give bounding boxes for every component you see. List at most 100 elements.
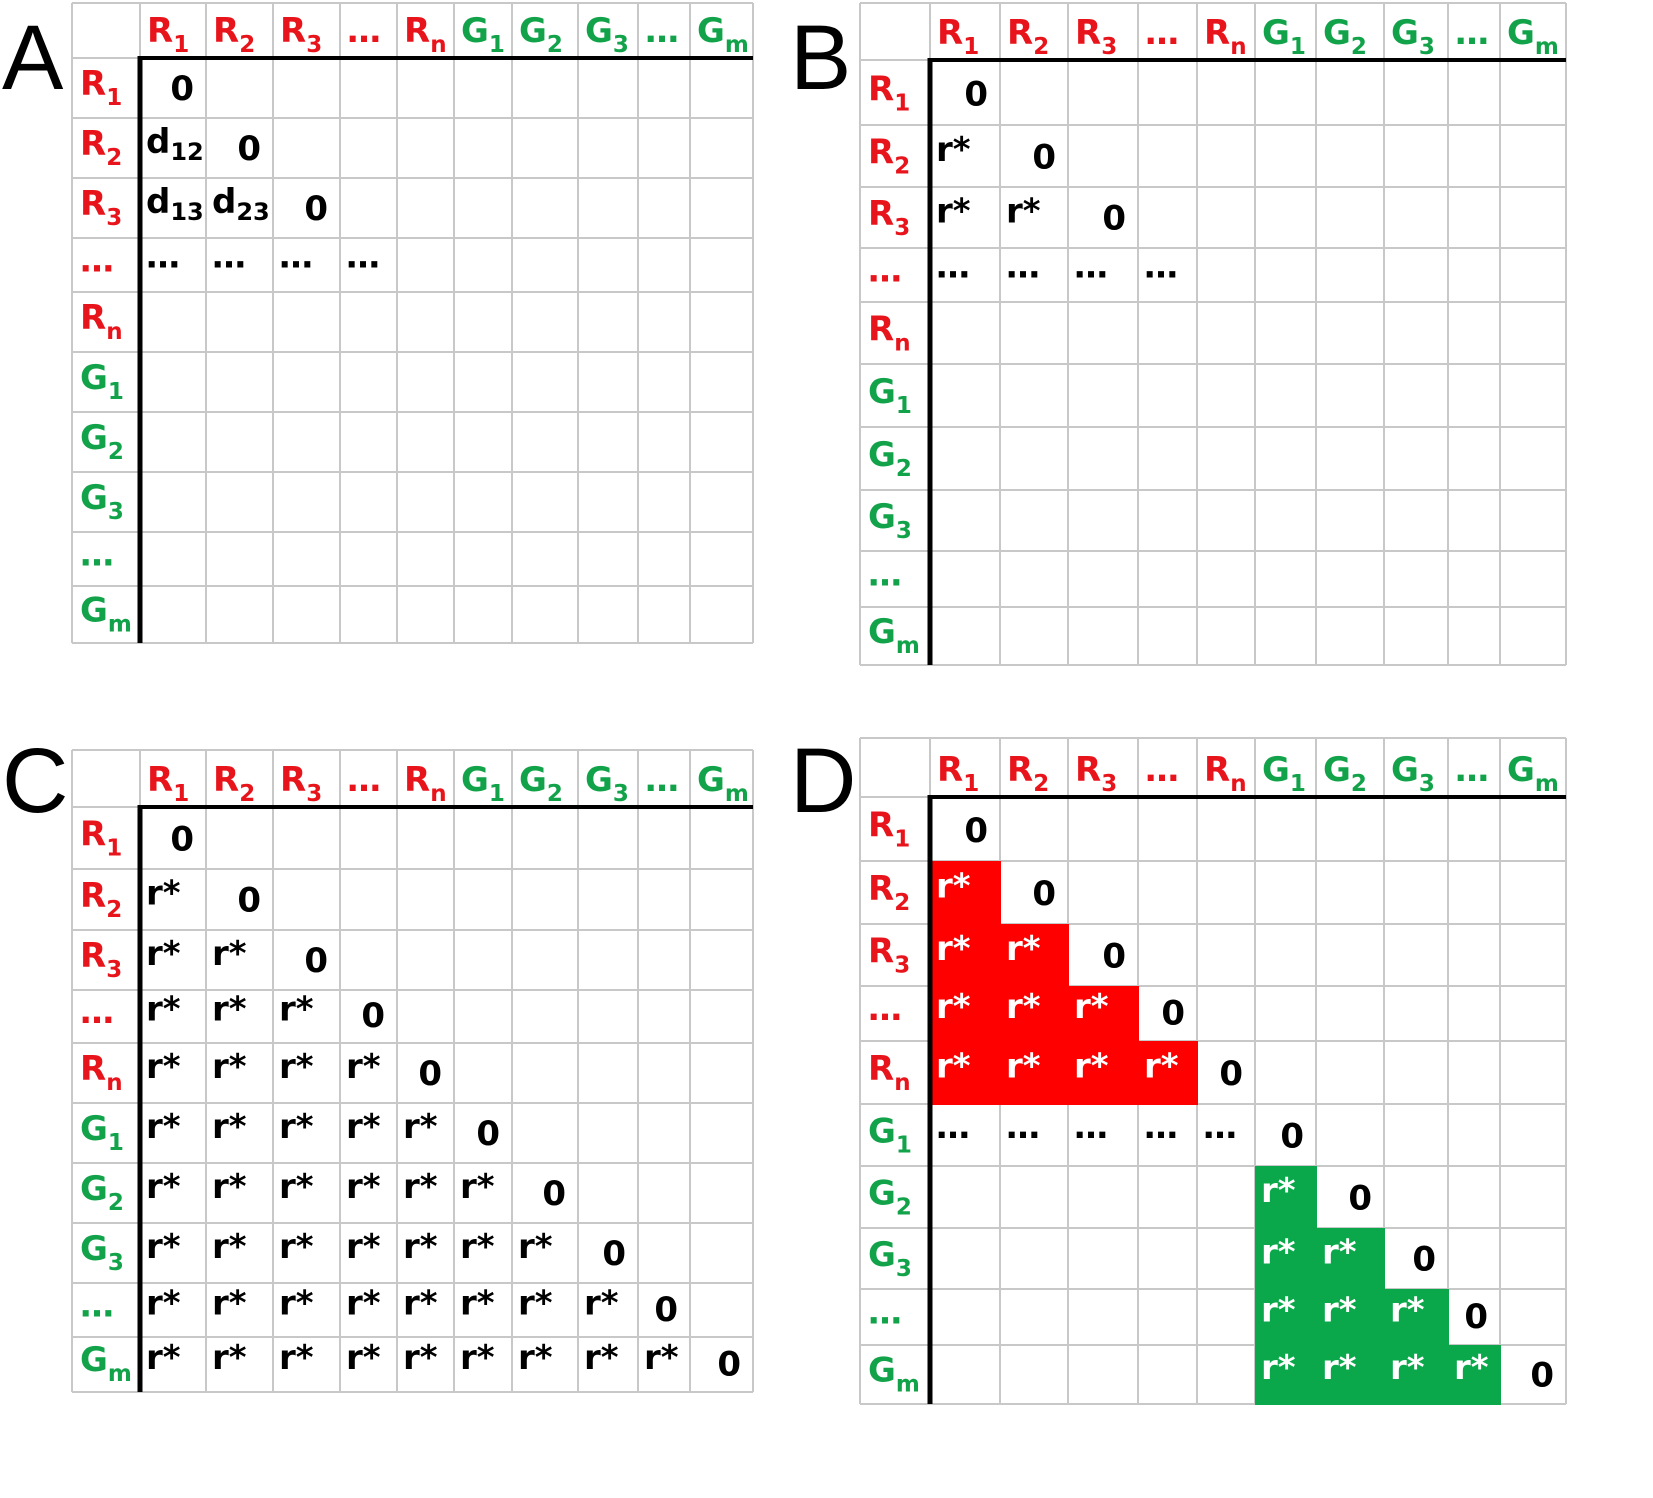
cell-value: r* — [403, 1107, 438, 1147]
cell-ellipsis: … — [1144, 247, 1178, 287]
col-label-7: G3 — [585, 11, 629, 58]
col-label-5: G1 — [1262, 750, 1306, 797]
diag-zero: 0 — [418, 1054, 442, 1094]
cell-value: r* — [1006, 929, 1041, 969]
cell-ellipsis: … — [1006, 1107, 1040, 1147]
cell-ellipsis: … — [936, 1107, 970, 1147]
cell-value: r* — [1074, 987, 1109, 1027]
cell-value: r* — [1074, 1047, 1109, 1087]
cell-value: r* — [279, 1047, 314, 1087]
cell-value: r* — [403, 1283, 438, 1323]
diag-zero: 0 — [237, 129, 261, 169]
diag-zero: 0 — [602, 1234, 626, 1274]
diag-zero: 0 — [170, 69, 194, 109]
cell-ellipsis: … — [146, 237, 180, 277]
col-label-4: Rn — [404, 760, 447, 807]
cell-value: r* — [518, 1283, 553, 1323]
row-label-3: … — [80, 992, 114, 1032]
row-label-7: G3 — [868, 1235, 912, 1282]
col-label-0: R1 — [147, 760, 189, 807]
filled-cell-top — [1255, 1166, 1317, 1229]
filled-cell-top — [1316, 1345, 1385, 1405]
cell-value: r* — [584, 1338, 619, 1378]
panel-label-d: D — [790, 730, 857, 832]
cell-value: r* — [346, 1047, 381, 1087]
diag-zero: 0 — [237, 881, 261, 921]
row-label-2: R3 — [80, 184, 122, 231]
row-label-9: Gm — [868, 1351, 920, 1398]
diag-zero: 0 — [542, 1174, 566, 1214]
cell-value: r* — [1261, 1171, 1296, 1211]
cell-ellipsis: … — [212, 237, 246, 277]
cell-ellipsis: … — [1074, 247, 1108, 287]
col-label-2: R3 — [280, 11, 322, 58]
row-label-4: Rn — [868, 1049, 911, 1096]
cell-value: r* — [146, 1338, 181, 1378]
cell-value: r* — [518, 1338, 553, 1378]
cell-value: r* — [1390, 1348, 1425, 1388]
cell-value: r* — [346, 1107, 381, 1147]
filled-cell-top — [930, 861, 1001, 925]
cell-value: r* — [460, 1338, 495, 1378]
cell-value: r* — [403, 1338, 438, 1378]
cell-value: r* — [1006, 1047, 1041, 1087]
row-label-9: Gm — [80, 1340, 132, 1387]
cell-ellipsis: … — [1144, 1107, 1178, 1147]
filled-cell-top — [1255, 1228, 1317, 1290]
cell-value: r* — [1006, 987, 1041, 1027]
col-label-8: … — [1455, 13, 1489, 53]
col-label-0: R1 — [147, 11, 189, 58]
filled-cell-top — [1138, 1041, 1198, 1105]
row-label-4: Rn — [80, 1049, 123, 1096]
row-label-7: G3 — [80, 1229, 124, 1276]
col-label-2: R3 — [1075, 750, 1117, 797]
col-label-8: … — [645, 11, 679, 51]
cell-value: r* — [644, 1338, 679, 1378]
filled-cell-top — [1316, 1228, 1385, 1290]
panel-label-b: B — [790, 7, 852, 109]
cell-value: r* — [460, 1167, 495, 1207]
cell-value: r* — [279, 1167, 314, 1207]
row-label-3: … — [868, 989, 902, 1029]
cell-value: r* — [212, 1338, 247, 1378]
filled-cell-top — [930, 986, 1001, 1042]
col-label-1: R2 — [1007, 13, 1049, 60]
diag-zero: 0 — [1102, 199, 1126, 239]
row-label-7: G3 — [868, 497, 912, 544]
diag-zero: 0 — [654, 1290, 678, 1330]
col-label-6: G2 — [519, 11, 563, 58]
row-label-1: R2 — [868, 132, 910, 179]
cell-value: r* — [1261, 1348, 1296, 1388]
col-label-3: … — [347, 760, 381, 800]
cell-value: r* — [1454, 1348, 1489, 1388]
col-label-7: G3 — [1391, 750, 1435, 797]
diag-zero: 0 — [1530, 1355, 1554, 1395]
cell-value: d12 — [146, 122, 204, 166]
cell-value: r* — [1322, 1232, 1357, 1272]
cell-value: r* — [1322, 1290, 1357, 1330]
filled-cell-top — [1255, 1289, 1317, 1346]
filled-cell-top — [1000, 986, 1069, 1042]
col-label-4: Rn — [404, 11, 447, 58]
cell-value: r* — [346, 1283, 381, 1323]
diag-zero: 0 — [717, 1345, 741, 1385]
row-label-2: R3 — [80, 936, 122, 983]
panel-label-a: A — [2, 7, 64, 109]
row-label-6: G2 — [868, 1173, 912, 1220]
cell-value: r* — [936, 987, 971, 1027]
col-label-3: … — [347, 11, 381, 51]
cell-value: d13 — [146, 182, 204, 226]
col-label-1: R2 — [213, 11, 255, 58]
filled-cell-top — [930, 924, 1001, 987]
row-label-5: G1 — [80, 1109, 124, 1156]
cell-value: r* — [460, 1227, 495, 1267]
cell-value: r* — [279, 1107, 314, 1147]
row-label-7: G3 — [80, 478, 124, 525]
col-label-4: Rn — [1204, 13, 1247, 60]
cell-value: r* — [936, 191, 971, 231]
cell-value: r* — [146, 990, 181, 1030]
cell-value: r* — [279, 1227, 314, 1267]
row-label-3: … — [868, 250, 902, 290]
diag-zero: 0 — [1032, 137, 1056, 177]
